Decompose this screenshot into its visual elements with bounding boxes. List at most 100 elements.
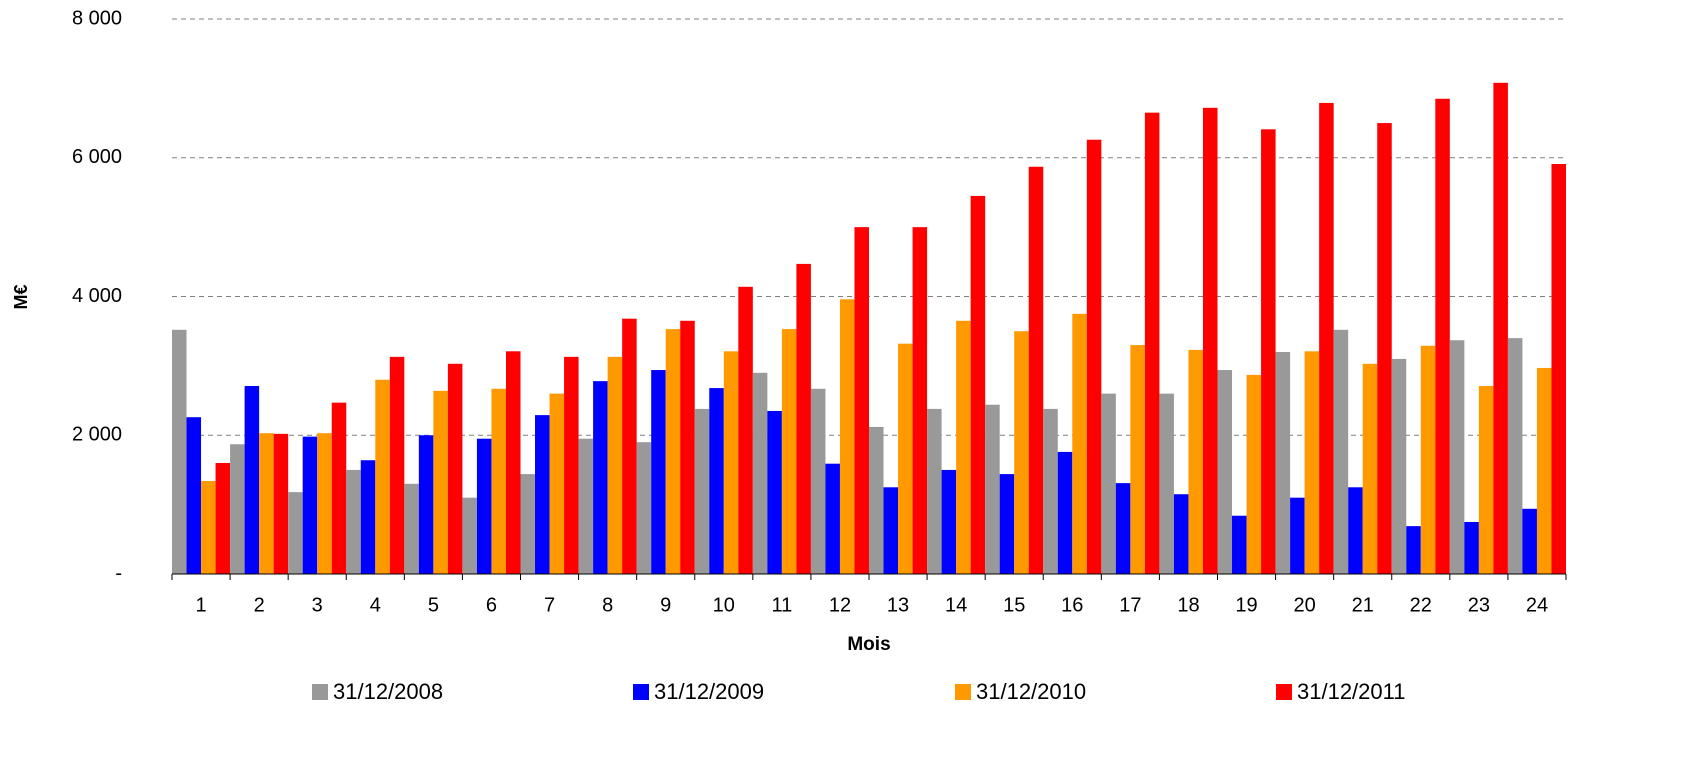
legend-label: 31/12/2008: [333, 679, 443, 704]
bar: [1275, 352, 1291, 574]
bar: [636, 442, 652, 574]
bar: [360, 460, 376, 574]
bar: [796, 263, 811, 574]
x-tick-label: 12: [829, 594, 851, 616]
bar: [1464, 521, 1479, 574]
bar: [1173, 494, 1189, 574]
bar: [1028, 166, 1044, 575]
bar: [1232, 515, 1247, 574]
x-tick-label: 21: [1352, 594, 1374, 616]
x-tick-label: 11: [771, 594, 792, 616]
bar: [825, 463, 840, 574]
y-tick-label: 2 000: [72, 424, 122, 446]
bar: [1551, 163, 1566, 574]
bar: [767, 410, 782, 574]
bar: [404, 483, 419, 574]
bar: [1478, 385, 1494, 574]
legend-label: 31/12/2011: [1297, 679, 1405, 704]
bar: [622, 318, 637, 574]
bar: [985, 404, 1000, 574]
x-tick-label: 22: [1410, 594, 1432, 616]
bar: [1319, 102, 1334, 574]
bar: [447, 363, 463, 574]
x-tick-label: 18: [1177, 594, 1199, 616]
bar: [433, 390, 448, 574]
bar: [1290, 497, 1305, 574]
bar: [999, 474, 1015, 574]
bar: [346, 469, 361, 574]
bar: [839, 299, 855, 574]
legend-label: 31/12/2010: [976, 679, 1086, 704]
bar: [781, 329, 797, 574]
y-tick-label: 4 000: [72, 285, 122, 307]
bar: [215, 463, 231, 574]
y-axis-label: M€: [11, 284, 31, 309]
legend-swatch: [312, 684, 328, 700]
bar: [723, 351, 739, 574]
bar: [651, 370, 666, 574]
legend-swatch: [1276, 684, 1292, 700]
bar: [259, 433, 274, 574]
bar: [331, 402, 347, 574]
x-tick-label: 15: [1003, 594, 1025, 616]
bar: [694, 408, 710, 574]
bar: [709, 388, 724, 574]
bar: [230, 444, 245, 574]
bar: [244, 385, 260, 574]
bar: [593, 381, 608, 574]
bar: [1188, 349, 1203, 574]
bar: [1072, 313, 1087, 574]
bar: [1246, 374, 1262, 574]
bar: [1522, 508, 1537, 574]
bar: [1362, 363, 1378, 574]
bar: [738, 286, 753, 574]
bar: [869, 426, 884, 574]
x-tick-label: 1: [195, 594, 206, 616]
bar: [1406, 526, 1421, 574]
x-axis-label: Mois: [847, 634, 890, 655]
bar: [1202, 107, 1218, 575]
x-tick-label: 13: [887, 594, 909, 616]
bar: [1043, 408, 1058, 574]
bar: [288, 492, 303, 574]
legend-label: 31/12/2009: [654, 679, 764, 704]
bar: [1507, 338, 1523, 574]
x-tick-label: 4: [370, 594, 381, 616]
bar: [1333, 329, 1349, 574]
bar: [462, 497, 477, 574]
bar: [680, 320, 695, 574]
bar: [520, 474, 536, 574]
bar: [927, 408, 942, 574]
bar: [172, 329, 187, 574]
bar: [883, 487, 899, 574]
bar: [912, 227, 928, 574]
x-tick-label: 6: [486, 594, 497, 616]
bar: [1449, 340, 1465, 574]
bar: [476, 438, 492, 574]
bar: [1304, 351, 1320, 574]
bar: [1014, 331, 1029, 574]
bar: [898, 343, 913, 574]
bar: [1435, 98, 1450, 574]
x-tick-label: 7: [544, 594, 555, 616]
x-tick-label: 3: [312, 594, 323, 616]
bar: [1144, 112, 1160, 574]
bar: [186, 417, 202, 574]
bar: [535, 415, 550, 574]
x-tick-label: 16: [1061, 594, 1083, 616]
y-tick-label: 6 000: [72, 146, 122, 168]
bar: [389, 356, 405, 574]
bar: [375, 379, 390, 574]
bar: [317, 433, 332, 574]
bar: [505, 351, 521, 574]
x-tick-label: 23: [1468, 594, 1490, 616]
y-tick-label: 8 000: [72, 7, 122, 29]
bar: [1377, 123, 1392, 574]
bar: [578, 438, 594, 574]
bar: [1493, 82, 1508, 574]
bar: [1391, 358, 1407, 574]
x-tick-label: 14: [945, 594, 967, 616]
bar: [956, 320, 971, 574]
